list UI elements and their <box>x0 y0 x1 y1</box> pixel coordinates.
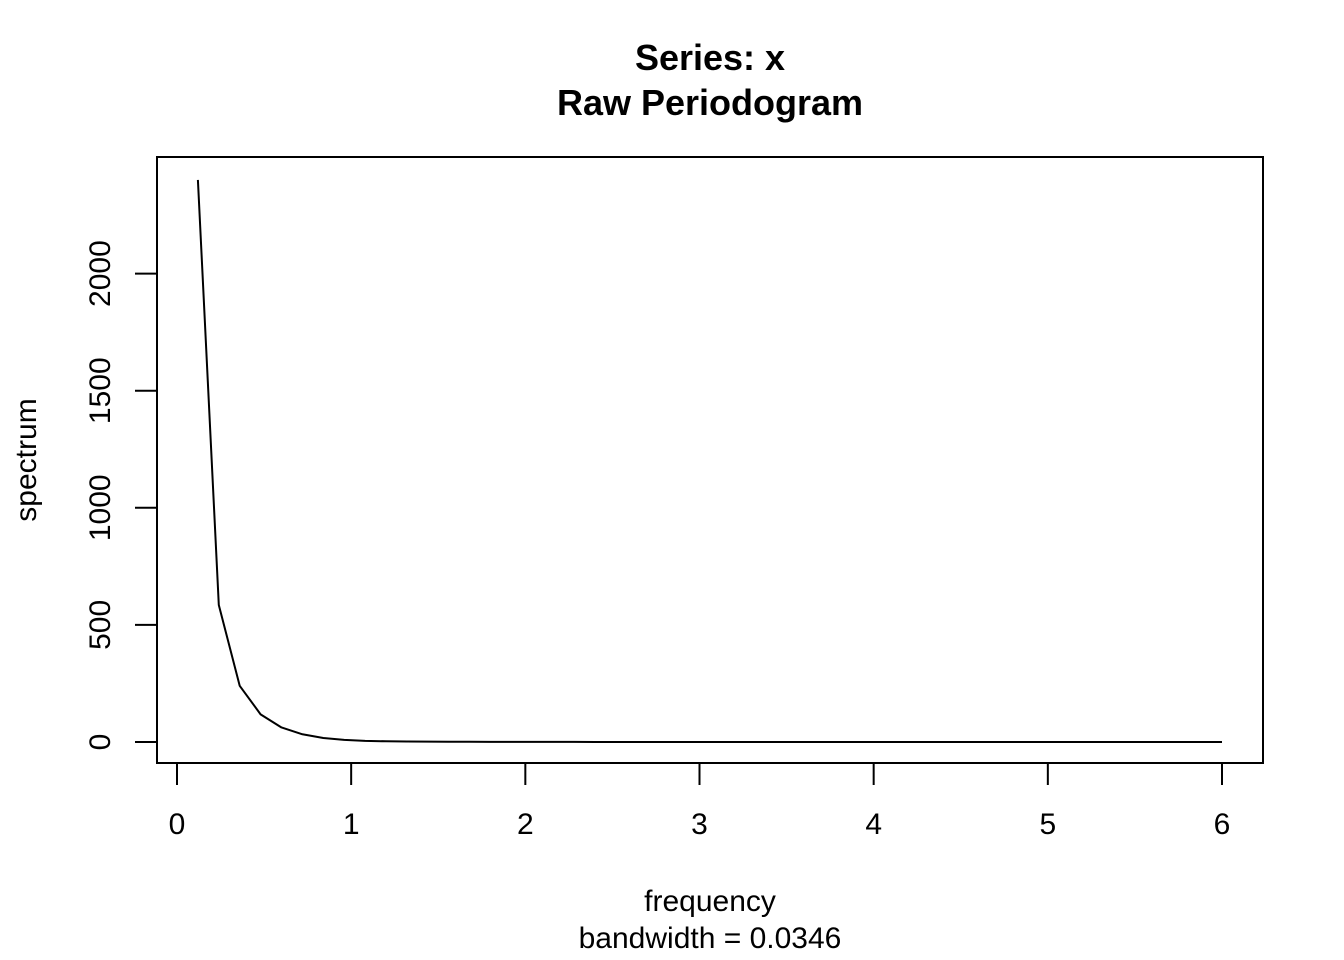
x-tick-label-6: 6 <box>1214 808 1231 841</box>
chart-subtitle: Raw Periodogram <box>557 82 863 123</box>
series-layer <box>196 179 1222 743</box>
y-tick-label-3: 1500 <box>84 357 117 424</box>
x-tick-label-2: 2 <box>517 808 534 841</box>
x-tick-label-1: 1 <box>343 808 360 841</box>
y-tick-label-4: 2000 <box>84 240 117 307</box>
series-line-0 <box>196 179 1222 743</box>
x-tick-label-4: 4 <box>865 808 882 841</box>
y-axis: 0 500 1000 1500 2000 <box>84 240 158 751</box>
chart-title: Series: x <box>635 37 785 78</box>
y-tick-label-1: 500 <box>84 600 117 650</box>
x-axis-label: frequency <box>644 885 776 918</box>
x-axis: 0 1 2 3 4 5 6 <box>169 762 1231 841</box>
x-tick-label-3: 3 <box>691 808 708 841</box>
y-axis-label: spectrum <box>10 398 43 521</box>
y-tick-label-2: 1000 <box>84 474 117 541</box>
x-tick-label-0: 0 <box>169 808 186 841</box>
plot-frame <box>156 156 1264 764</box>
x-axis-sublabel: bandwidth = 0.0346 <box>579 922 842 955</box>
y-tick-label-0: 0 <box>84 734 117 751</box>
x-tick-label-5: 5 <box>1039 808 1056 841</box>
